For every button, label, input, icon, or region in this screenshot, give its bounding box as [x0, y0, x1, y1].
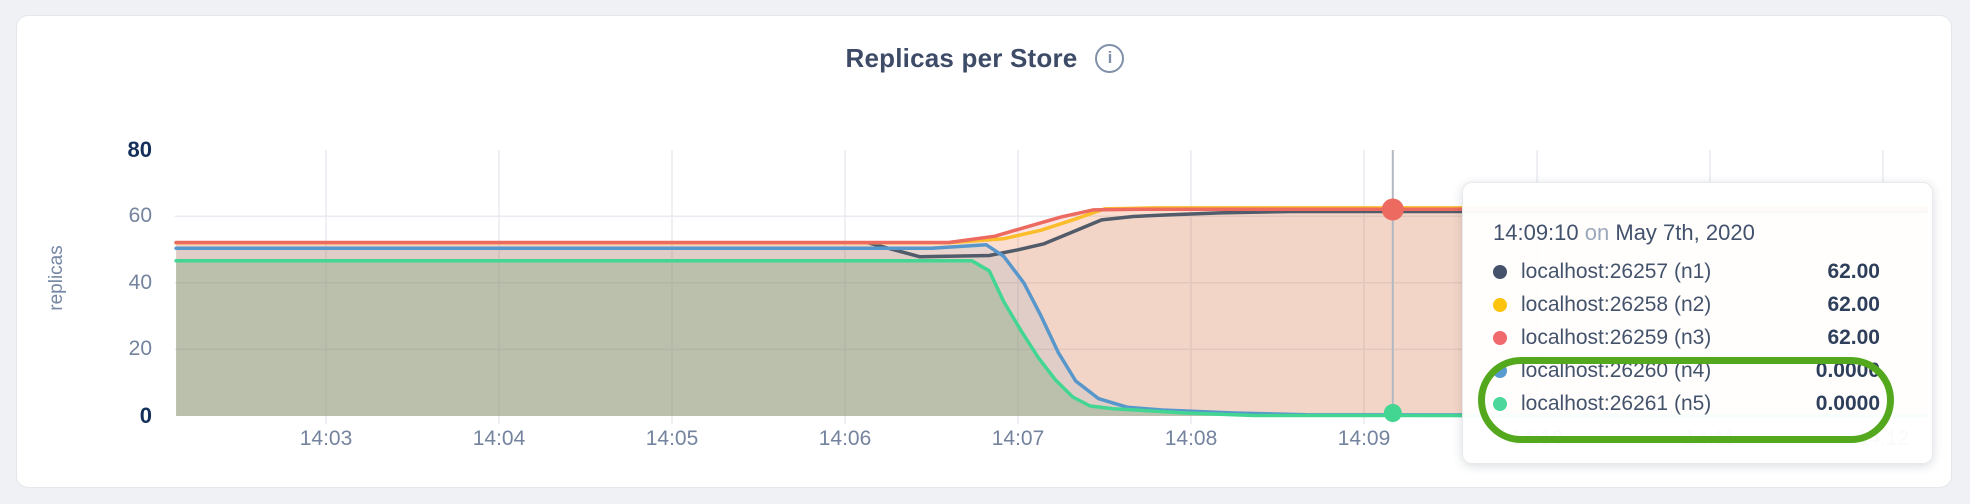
y-tick-label: 40 — [128, 271, 152, 294]
series-value: 62.00 — [1827, 325, 1880, 349]
series-label: localhost:26260 (n4) — [1521, 358, 1712, 382]
chart-header: Replicas per Store i — [0, 40, 1970, 76]
annotation-ellipse — [1478, 357, 1894, 443]
y-tick-label: 80 — [127, 137, 152, 162]
series-label: localhost:26261 (n5) — [1521, 391, 1712, 415]
x-tick-label: 14:05 — [645, 427, 699, 450]
x-tick-label: 14:03 — [299, 427, 353, 450]
x-tick-label: 14:04 — [472, 427, 526, 450]
x-tick-label: 14:07 — [991, 427, 1045, 450]
series-value: 62.00 — [1827, 292, 1880, 316]
y-tick-label: 20 — [128, 337, 152, 360]
series-color-dot-icon — [1493, 297, 1507, 312]
x-tick-label: 14:09 — [1337, 427, 1391, 450]
series-label: localhost:26257 (n1) — [1521, 259, 1712, 283]
tooltip-series-row: localhost:26257 (n1) 62.00 — [1493, 255, 1880, 288]
tooltip-date: May 7th, 2020 — [1615, 220, 1755, 245]
series-label: localhost:26258 (n2) — [1521, 292, 1712, 316]
tooltip-on-word: on — [1584, 220, 1610, 245]
chart-title: Replicas per Store — [845, 42, 1078, 73]
info-glyph: i — [1107, 48, 1113, 67]
series-value: 62.00 — [1827, 259, 1880, 283]
y-tick-label: 60 — [128, 204, 152, 227]
tooltip-timestamp: 14:09:10 on May 7th, 2020 — [1493, 217, 1880, 249]
series-label: localhost:26259 (n3) — [1521, 325, 1712, 349]
tooltip-series-row: localhost:26258 (n2) 62.00 — [1493, 288, 1880, 321]
chart-tooltip: 14:09:10 on May 7th, 2020 localhost:2625… — [1462, 182, 1933, 464]
x-tick-label: 14:06 — [818, 427, 872, 450]
tooltip-series-row: localhost:26259 (n3) 62.00 — [1493, 321, 1880, 354]
x-tick-label: 14:08 — [1164, 427, 1218, 450]
tooltip-time: 14:09:10 — [1493, 220, 1579, 245]
info-icon[interactable]: i — [1095, 43, 1125, 73]
series-color-dot-icon — [1493, 264, 1507, 279]
y-tick-label: 0 — [139, 403, 152, 428]
series-color-dot-icon — [1493, 330, 1507, 345]
